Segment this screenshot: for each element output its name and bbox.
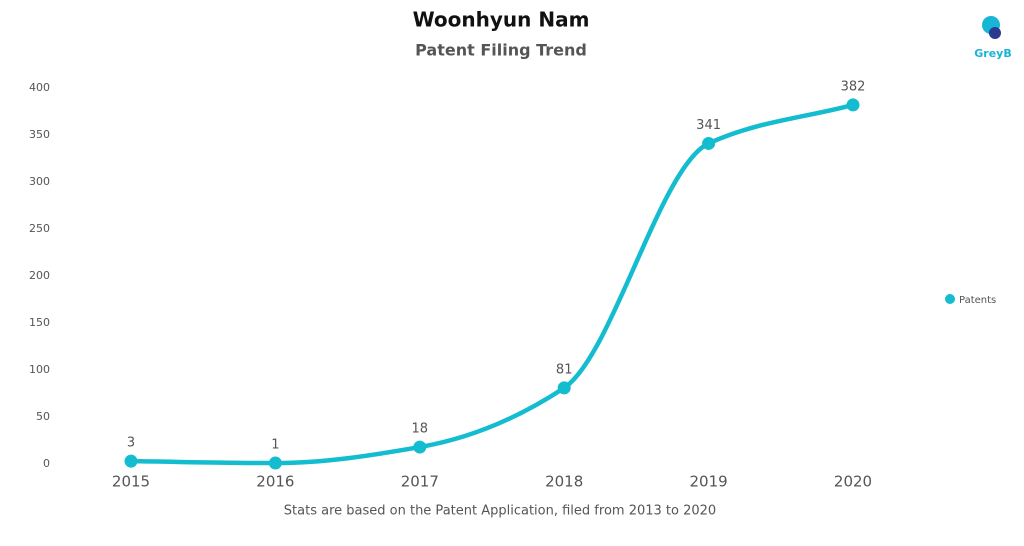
- x-tick-label: 2017: [401, 473, 439, 491]
- footnote: Stats are based on the Patent Applicatio…: [284, 504, 716, 519]
- x-tick-label: 2020: [834, 473, 872, 491]
- y-tick-label: 250: [29, 222, 50, 235]
- logo-text: GreyB: [974, 47, 1011, 60]
- point: [557, 381, 571, 395]
- logo-mark: [989, 27, 1001, 39]
- y-tick-label: 300: [29, 175, 50, 188]
- x-tick-label: 2015: [112, 473, 150, 491]
- chart-title: Woonhyun Nam: [413, 8, 590, 32]
- y-tick-label: 150: [29, 316, 50, 329]
- data-label: 341: [696, 118, 721, 133]
- logo: GreyB: [974, 16, 1012, 60]
- data-label: 18: [412, 422, 429, 437]
- chart-subtitle: Patent Filing Trend: [415, 41, 587, 60]
- data-label: 382: [841, 79, 866, 94]
- y-tick-label: 200: [29, 269, 50, 282]
- y-tick-label: 100: [29, 363, 50, 376]
- point: [702, 136, 716, 150]
- x-tick-label: 2018: [545, 473, 583, 491]
- point: [846, 98, 860, 112]
- y-tick-label: 0: [43, 457, 50, 470]
- point: [413, 440, 427, 454]
- y-tick-label: 350: [29, 128, 50, 141]
- legend-label: Patents: [959, 295, 996, 306]
- line: [128, 102, 856, 466]
- data-label: 81: [556, 362, 573, 377]
- y-tick-label: 50: [36, 410, 50, 423]
- x-tick-label: 2019: [690, 473, 728, 491]
- point: [268, 456, 282, 470]
- data-label: 1: [271, 438, 279, 453]
- y-tick-label: 400: [29, 81, 50, 94]
- x-tick-label: 2016: [256, 473, 294, 491]
- legend-marker: [945, 294, 955, 304]
- data-label: 3: [127, 436, 135, 451]
- point: [124, 454, 138, 468]
